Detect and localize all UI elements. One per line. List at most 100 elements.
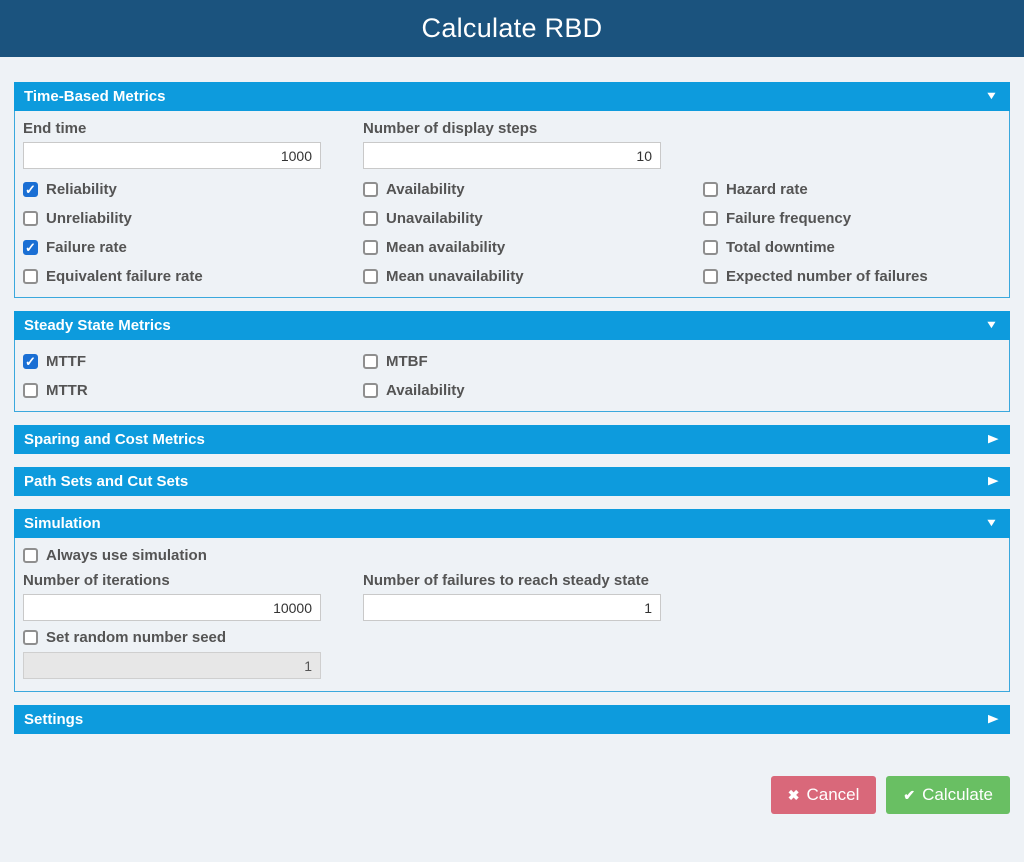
checkbox-label: Unreliability bbox=[46, 210, 132, 227]
checkbox-label: Mean unavailability bbox=[386, 268, 524, 285]
display-steps-field-group: Number of display steps bbox=[363, 120, 703, 169]
expand-arrow-icon: ▶ bbox=[987, 713, 999, 725]
failures-steady-input[interactable] bbox=[363, 594, 661, 621]
checkbox-set-random-number-seed[interactable]: Set random number seed bbox=[23, 629, 1001, 646]
calculate-button-label: Calculate bbox=[922, 785, 993, 804]
checkbox-label: Expected number of failures bbox=[726, 268, 928, 285]
checkbox-label: Failure rate bbox=[46, 239, 127, 256]
end-time-input[interactable] bbox=[23, 142, 321, 169]
cancel-button[interactable]: ✖ Cancel bbox=[770, 776, 877, 814]
checkbox-label: Always use simulation bbox=[46, 547, 207, 564]
section-header-simulation[interactable]: Simulation ▼ bbox=[14, 509, 1010, 538]
section-header-path-sets-cut-sets[interactable]: Path Sets and Cut Sets ▶ bbox=[14, 467, 1010, 496]
end-time-label: End time bbox=[23, 120, 87, 137]
checkbox-icon bbox=[363, 211, 378, 226]
section-header-time-based-metrics[interactable]: Time-Based Metrics ▼ bbox=[14, 82, 1010, 111]
iterations-label: Number of iterations bbox=[23, 572, 170, 589]
section-header-sparing-cost-metrics[interactable]: Sparing and Cost Metrics ▶ bbox=[14, 425, 1010, 454]
section-title: Path Sets and Cut Sets bbox=[24, 473, 189, 490]
time-based-checkbox-grid: Reliability Availability Hazard rate Unr… bbox=[23, 181, 1001, 285]
section-sparing-cost-metrics: Sparing and Cost Metrics ▶ bbox=[14, 425, 1010, 454]
section-settings: Settings ▶ bbox=[14, 705, 1010, 734]
end-time-field-group: End time bbox=[23, 120, 363, 169]
collapse-arrow-icon: ▼ bbox=[984, 517, 999, 529]
expand-arrow-icon: ▶ bbox=[987, 475, 999, 487]
checkbox-icon bbox=[363, 182, 378, 197]
section-path-sets-cut-sets: Path Sets and Cut Sets ▶ bbox=[14, 467, 1010, 496]
section-title: Time-Based Metrics bbox=[24, 88, 166, 105]
checkbox-label: Total downtime bbox=[726, 239, 835, 256]
footer-button-bar: ✖ Cancel ✔ Calculate bbox=[14, 776, 1010, 814]
checkbox-label: Availability bbox=[386, 382, 465, 399]
checkbox-unavailability[interactable]: Unavailability bbox=[363, 210, 703, 227]
failures-steady-field-group: Number of failures to reach steady state bbox=[363, 572, 703, 621]
checkbox-icon bbox=[23, 548, 38, 563]
checkbox-icon bbox=[363, 383, 378, 398]
checkbox-hazard-rate[interactable]: Hazard rate bbox=[703, 181, 1001, 198]
section-steady-state-metrics: Steady State Metrics ▼ MTTF MTBF MTTR bbox=[14, 311, 1010, 412]
checkbox-equivalent-failure-rate[interactable]: Equivalent failure rate bbox=[23, 268, 363, 285]
checkbox-label: Set random number seed bbox=[46, 629, 227, 646]
x-icon: ✖ bbox=[787, 787, 800, 803]
iterations-field-group: Number of iterations bbox=[23, 572, 363, 621]
checkbox-reliability[interactable]: Reliability bbox=[23, 181, 363, 198]
calculate-button[interactable]: ✔ Calculate bbox=[886, 776, 1010, 814]
section-title: Sparing and Cost Metrics bbox=[24, 431, 205, 448]
section-body-simulation: Always use simulation Number of iteratio… bbox=[14, 538, 1010, 692]
display-steps-label: Number of display steps bbox=[363, 120, 538, 137]
expand-arrow-icon: ▶ bbox=[987, 433, 999, 445]
failures-steady-label: Number of failures to reach steady state bbox=[363, 572, 649, 589]
section-simulation: Simulation ▼ Always use simulation Numbe… bbox=[14, 509, 1010, 692]
section-title: Steady State Metrics bbox=[24, 317, 171, 334]
checkbox-label: Mean availability bbox=[386, 239, 506, 256]
dialog-title: Calculate RBD bbox=[421, 13, 603, 43]
cancel-button-label: Cancel bbox=[806, 785, 860, 804]
checkbox-mttr[interactable]: MTTR bbox=[23, 382, 363, 399]
section-header-settings[interactable]: Settings ▶ bbox=[14, 705, 1010, 734]
section-header-steady-state-metrics[interactable]: Steady State Metrics ▼ bbox=[14, 311, 1010, 340]
checkbox-label: Reliability bbox=[46, 181, 117, 198]
checkbox-label: Equivalent failure rate bbox=[46, 268, 203, 285]
checkbox-label: Availability bbox=[386, 181, 465, 198]
checkbox-unreliability[interactable]: Unreliability bbox=[23, 210, 363, 227]
checkbox-mttf[interactable]: MTTF bbox=[23, 353, 363, 370]
checkbox-label: MTTF bbox=[46, 353, 86, 370]
checkbox-icon bbox=[363, 269, 378, 284]
checkbox-icon bbox=[23, 182, 38, 197]
checkbox-total-downtime[interactable]: Total downtime bbox=[703, 239, 1001, 256]
checkbox-always-use-simulation[interactable]: Always use simulation bbox=[23, 547, 1001, 564]
checkbox-availability[interactable]: Availability bbox=[363, 181, 703, 198]
checkbox-mtbf[interactable]: MTBF bbox=[363, 353, 1001, 370]
dialog-content: Time-Based Metrics ▼ End time Number of … bbox=[14, 82, 1010, 734]
checkbox-label: Hazard rate bbox=[726, 181, 808, 198]
checkbox-failure-frequency[interactable]: Failure frequency bbox=[703, 210, 1001, 227]
collapse-arrow-icon: ▼ bbox=[984, 319, 999, 331]
checkbox-icon bbox=[703, 269, 718, 284]
section-title: Settings bbox=[24, 711, 84, 728]
checkbox-icon bbox=[23, 383, 38, 398]
section-body-time-based-metrics: End time Number of display steps Reliabi… bbox=[14, 111, 1010, 298]
checkbox-label: Unavailability bbox=[386, 210, 483, 227]
section-body-steady-state-metrics: MTTF MTBF MTTR Availability bbox=[14, 340, 1010, 412]
display-steps-input[interactable] bbox=[363, 142, 661, 169]
checkbox-label: MTTR bbox=[46, 382, 88, 399]
checkbox-expected-number-of-failures[interactable]: Expected number of failures bbox=[703, 268, 1001, 285]
checkbox-icon bbox=[703, 182, 718, 197]
iterations-input[interactable] bbox=[23, 594, 321, 621]
checkbox-icon bbox=[703, 211, 718, 226]
checkbox-mean-availability[interactable]: Mean availability bbox=[363, 239, 703, 256]
checkbox-mean-unavailability[interactable]: Mean unavailability bbox=[363, 268, 703, 285]
random-seed-input bbox=[23, 652, 321, 679]
checkbox-availability-steady[interactable]: Availability bbox=[363, 382, 1001, 399]
collapse-arrow-icon: ▼ bbox=[984, 90, 999, 102]
checkbox-failure-rate[interactable]: Failure rate bbox=[23, 239, 363, 256]
checkbox-label: MTBF bbox=[386, 353, 428, 370]
checkbox-icon bbox=[23, 211, 38, 226]
checkbox-icon bbox=[363, 240, 378, 255]
check-icon: ✔ bbox=[903, 787, 916, 803]
checkbox-label: Failure frequency bbox=[726, 210, 852, 227]
checkbox-icon bbox=[703, 240, 718, 255]
section-time-based-metrics: Time-Based Metrics ▼ End time Number of … bbox=[14, 82, 1010, 298]
checkbox-icon bbox=[23, 269, 38, 284]
dialog-header: Calculate RBD bbox=[0, 0, 1024, 57]
